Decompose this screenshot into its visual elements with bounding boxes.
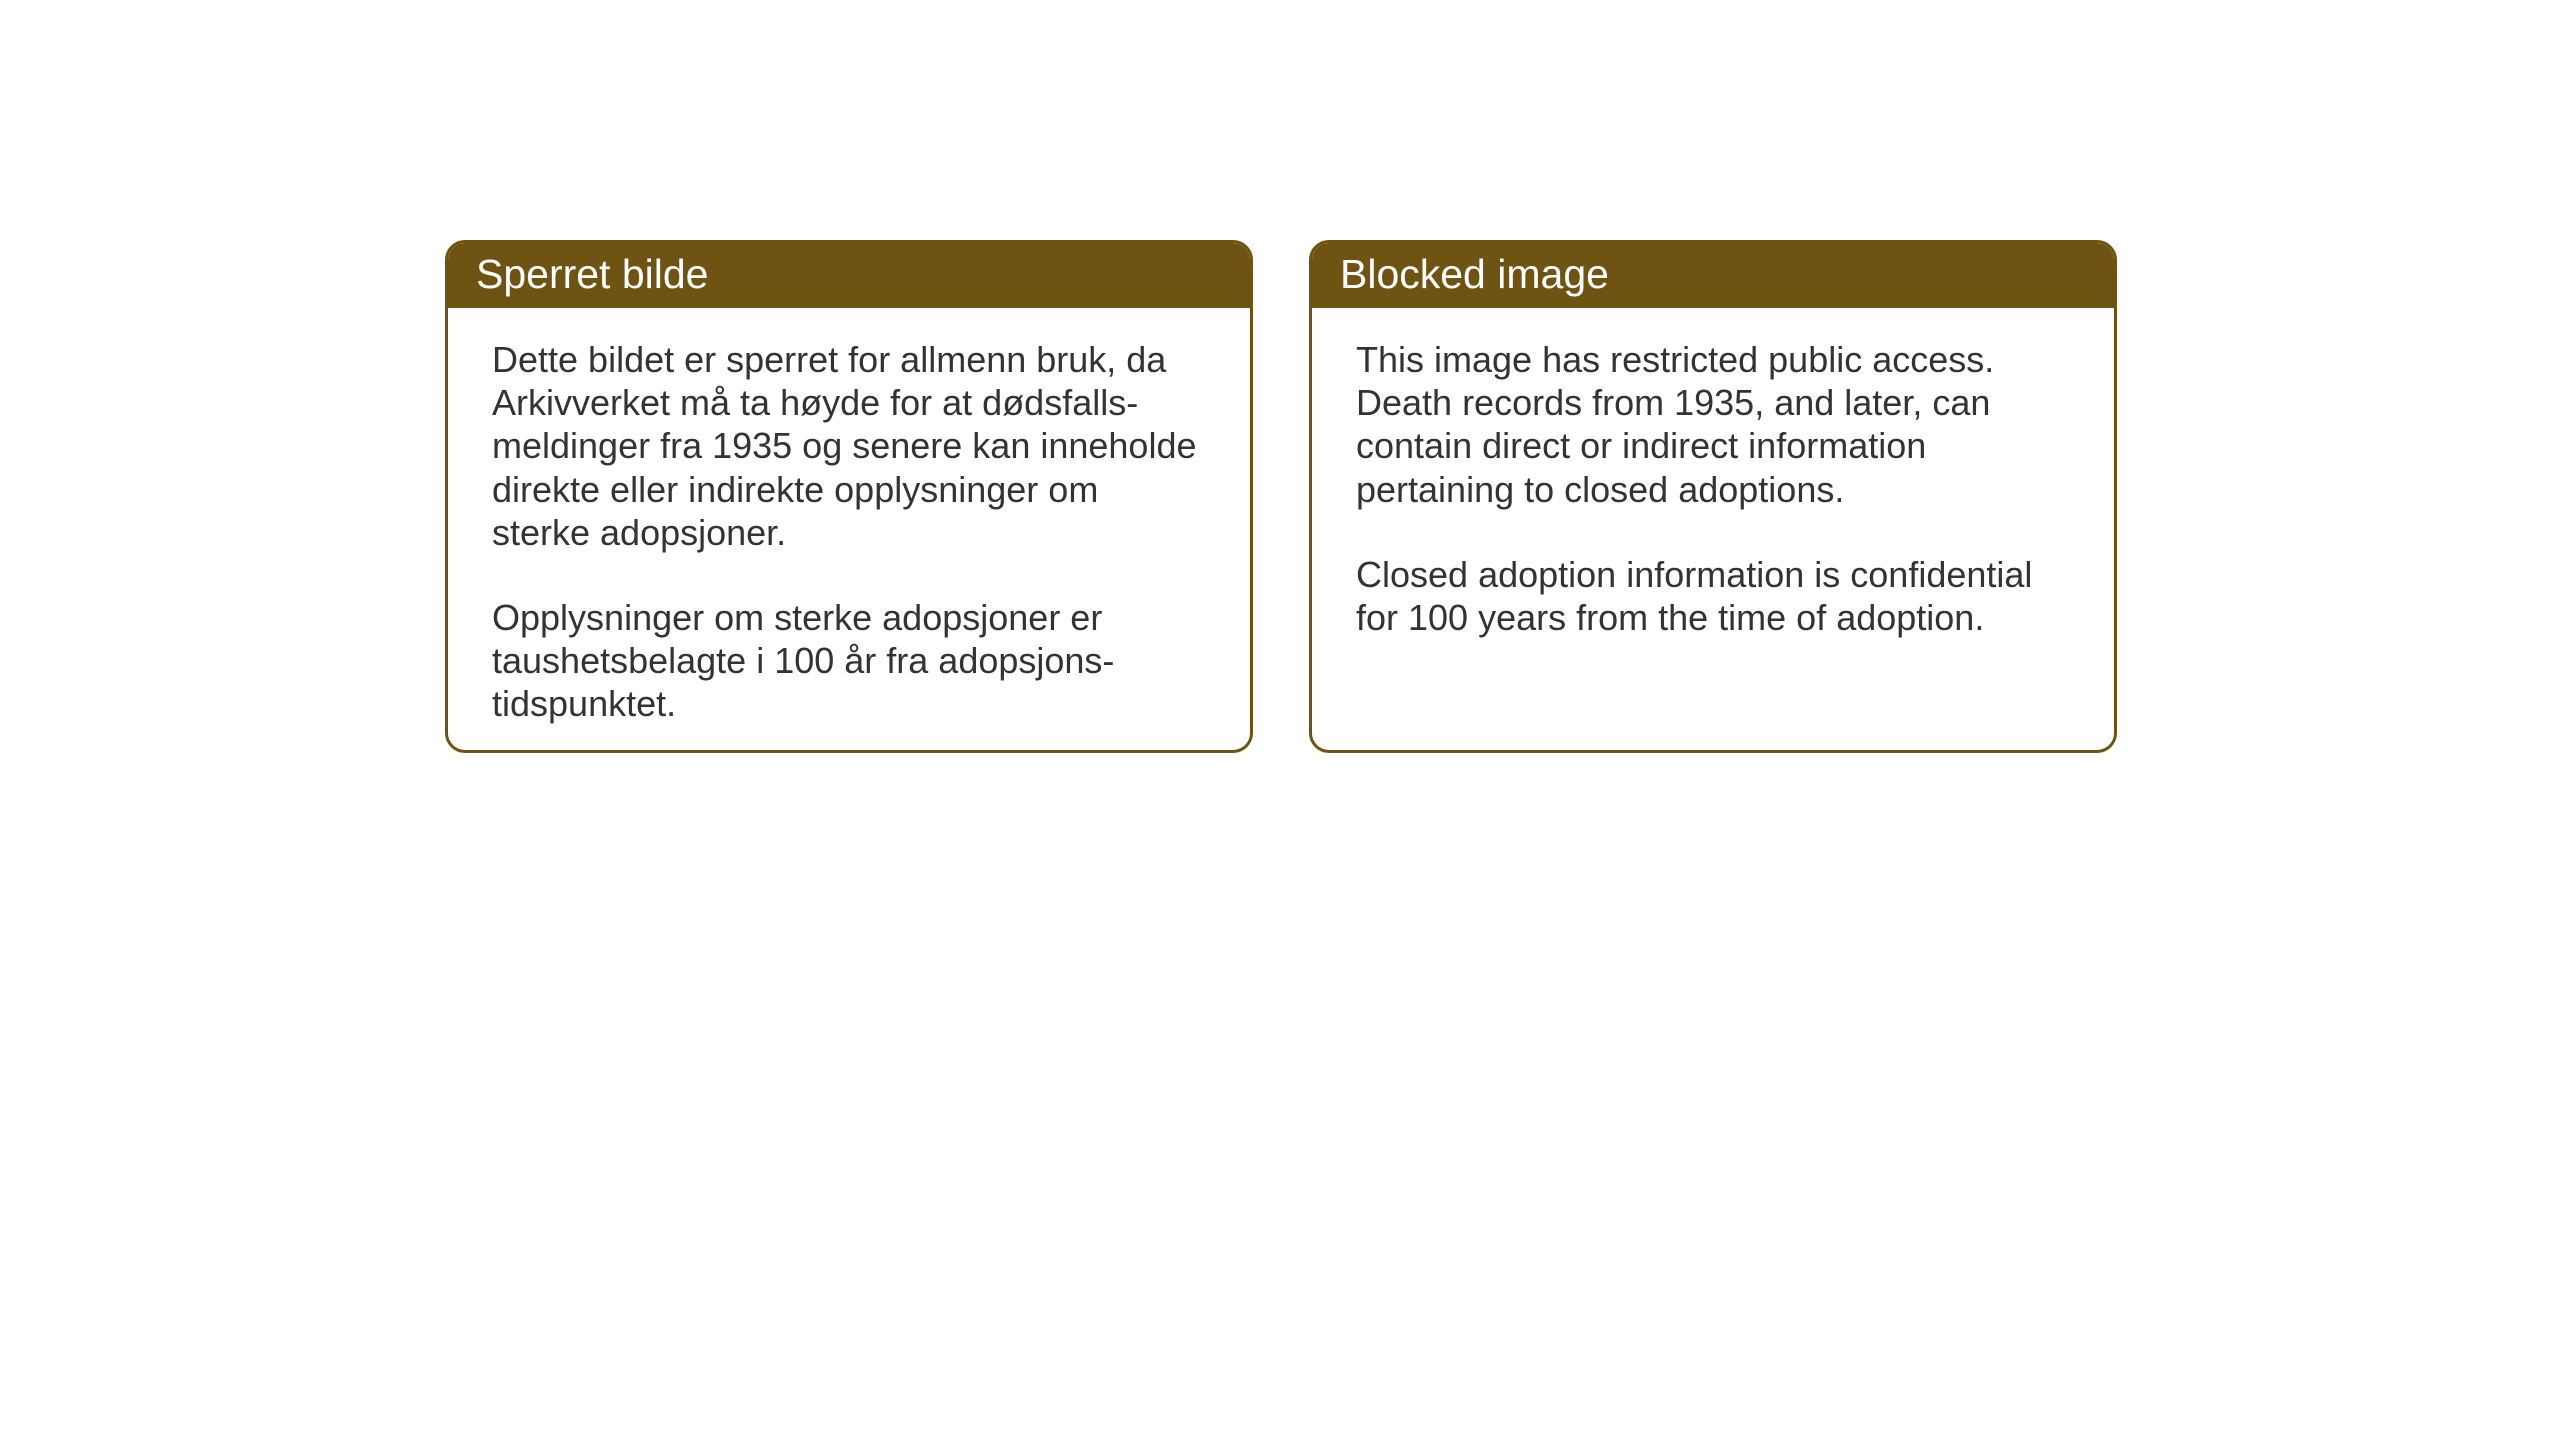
panel-norwegian-body: Dette bildet er sperret for allmenn bruk… bbox=[448, 308, 1250, 753]
panel-norwegian: Sperret bilde Dette bildet er sperret fo… bbox=[445, 240, 1253, 753]
panel-english-header: Blocked image bbox=[1312, 243, 2114, 308]
panel-norwegian-title: Sperret bilde bbox=[476, 251, 708, 297]
panel-english-paragraph-1: This image has restricted public access.… bbox=[1356, 338, 2070, 511]
panel-norwegian-paragraph-1: Dette bildet er sperret for allmenn bruk… bbox=[492, 338, 1206, 554]
panel-norwegian-paragraph-2: Opplysninger om sterke adopsjoner er tau… bbox=[492, 596, 1206, 726]
panel-english-paragraph-2: Closed adoption information is confident… bbox=[1356, 553, 2070, 639]
panel-english-body: This image has restricted public access.… bbox=[1312, 308, 2114, 677]
panels-container: Sperret bilde Dette bildet er sperret fo… bbox=[445, 240, 2117, 753]
panel-norwegian-header: Sperret bilde bbox=[448, 243, 1250, 308]
panel-english: Blocked image This image has restricted … bbox=[1309, 240, 2117, 753]
panel-english-title: Blocked image bbox=[1340, 251, 1609, 297]
